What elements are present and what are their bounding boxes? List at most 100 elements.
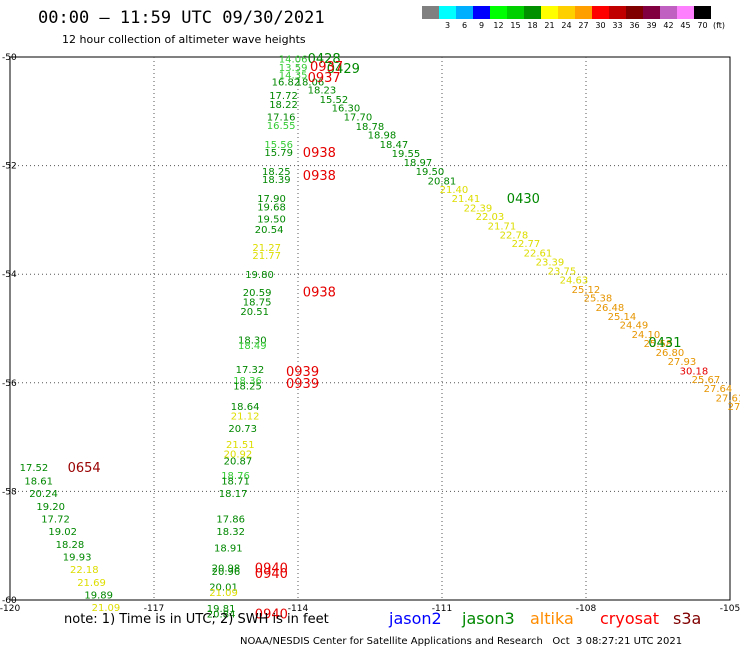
legend-swatch [456,6,473,19]
pass-time-label: 0938 [303,146,336,161]
legend-label: 36 [629,21,640,30]
pass-time-label: 0940 [255,567,288,582]
legend-swatch [694,6,711,19]
chart-title: 00:00 – 11:59 UTC 09/30/2021 [38,8,325,28]
wave-height-label: 19.93 [63,553,92,564]
chart-subtitle: 12 hour collection of altimeter wave hei… [62,33,306,46]
wave-height-label: 21.51 [226,440,255,451]
satellite-label: jason2 [389,609,442,628]
wave-height-label: 21.71 [488,221,517,232]
pass-time-label: 0429 [327,62,360,77]
wave-height-label: 17.16 [267,113,296,124]
wave-height-label: 21.40 [440,185,469,196]
wave-height-label: 19.68 [257,202,286,213]
legend-label: 30 [595,21,606,30]
wave-height-label: 19.89 [84,591,113,602]
footer-note: note: 1) Time is in UTC; 2) SWH is in fe… [64,612,329,627]
wave-height-label: 18.64 [231,402,260,413]
legend-swatch-item [422,6,439,30]
wave-height-label: 18.25 [233,382,262,393]
legend-swatch [558,6,575,19]
wave-height-label: 20.87 [224,456,253,467]
legend-swatch [660,6,677,19]
wave-height-label: 17.86 [216,515,245,526]
wave-height-label: 14.06 [279,55,308,66]
legend-swatch-item: 15 [507,6,524,30]
wave-height-label: 16.55 [267,121,296,132]
legend-swatch-item: 12 [490,6,507,30]
wave-height-label: 22.61 [524,248,553,259]
wave-height-label: 22.03 [476,212,505,223]
pass-time-label: 0937 [308,71,341,86]
satellite-label: cryosat [600,609,660,628]
wave-height-label: 30.18 [680,366,709,377]
wave-height-label: 26.80 [656,348,685,359]
wave-height-label: 18.17 [219,489,248,500]
wave-height-label: 17.72 [41,515,70,526]
wave-height-label: 21.27 [252,243,281,254]
wave-height-label: 25.58 [644,339,673,350]
y-tick-label: -54 [2,270,17,280]
wave-height-label: 18.49 [238,341,267,352]
legend-swatch [643,6,660,19]
legend-label: 33 [612,21,623,30]
wave-height-label: 18.98 [368,131,397,142]
wave-height-label: 17.72 [269,91,298,102]
wave-height-label: 25.67 [692,375,721,386]
wave-height-label: 21.41 [452,194,481,205]
x-tick-label: -108 [576,604,597,614]
x-tick-label: -105 [720,604,740,614]
legend-unit: (ft) [713,21,726,30]
credit-line: NOAA/NESDIS Center for Satellite Applica… [240,636,683,647]
wave-height-label: 18.75 [243,297,272,308]
wave-height-label: 20.01 [209,582,238,593]
pass-time-label: 0938 [303,286,336,301]
pass-time-label: 0939 [286,365,319,380]
wave-height-label: 20.51 [240,307,269,318]
wave-height-label: 19.02 [48,527,77,538]
legend-label: 3 [444,21,451,30]
legend-label: 18 [527,21,538,30]
pass-time-label: 0939 [286,377,319,392]
wave-height-label: 26.48 [596,303,625,314]
wave-height-label: 20.59 [243,288,272,299]
wave-height-label: 19.55 [392,149,421,160]
wave-height-label: 17.52 [20,463,49,474]
wave-height-label: 27.64 [704,384,733,395]
wave-height-label: 20.92 [224,449,253,460]
wave-height-label: 25.12 [572,285,601,296]
pass-time-label: 0938 [303,169,336,184]
legend-swatch [507,6,524,19]
plot-frame [9,56,731,601]
wave-height-label: 18.61 [24,477,53,488]
x-tick-label: -117 [144,604,164,614]
y-tick-label: -50 [2,53,17,63]
legend-swatch-item: 45 [677,6,694,30]
y-tick-label: -56 [2,379,17,389]
legend-swatch [575,6,592,19]
wave-height-label: 20.73 [228,424,257,435]
pass-time-label: 0654 [68,461,101,476]
y-tick-label: -58 [2,487,17,497]
legend-swatch-item: 33 [609,6,626,30]
wave-height-label: 18.91 [214,543,243,554]
wave-height-label: 27.93 [668,357,697,368]
wave-height-label: 20.81 [428,176,457,187]
wave-height-label: 19.81 [207,604,236,615]
pass-time-label: 0428 [308,52,341,67]
wave-height-label: 18.47 [380,140,409,151]
wave-height-label: 19.20 [36,502,65,513]
wave-height-label: 18.71 [221,477,250,488]
pass-time-label: 0940 [255,561,288,576]
legend-swatch [422,6,439,19]
wave-height-label: 24.10 [632,330,661,341]
legend-swatch [439,6,456,19]
wave-height-label: 20.54 [255,225,284,236]
wave-height-label: 18.23 [308,86,337,97]
wave-height-label: 24.49 [620,321,649,332]
wave-height-label: 21.69 [77,578,106,589]
legend-swatch-item: 18 [524,6,541,30]
wave-height-label: 23.39 [536,258,565,269]
legend-label: 45 [680,21,691,30]
wave-height-label: 15.56 [264,140,293,151]
